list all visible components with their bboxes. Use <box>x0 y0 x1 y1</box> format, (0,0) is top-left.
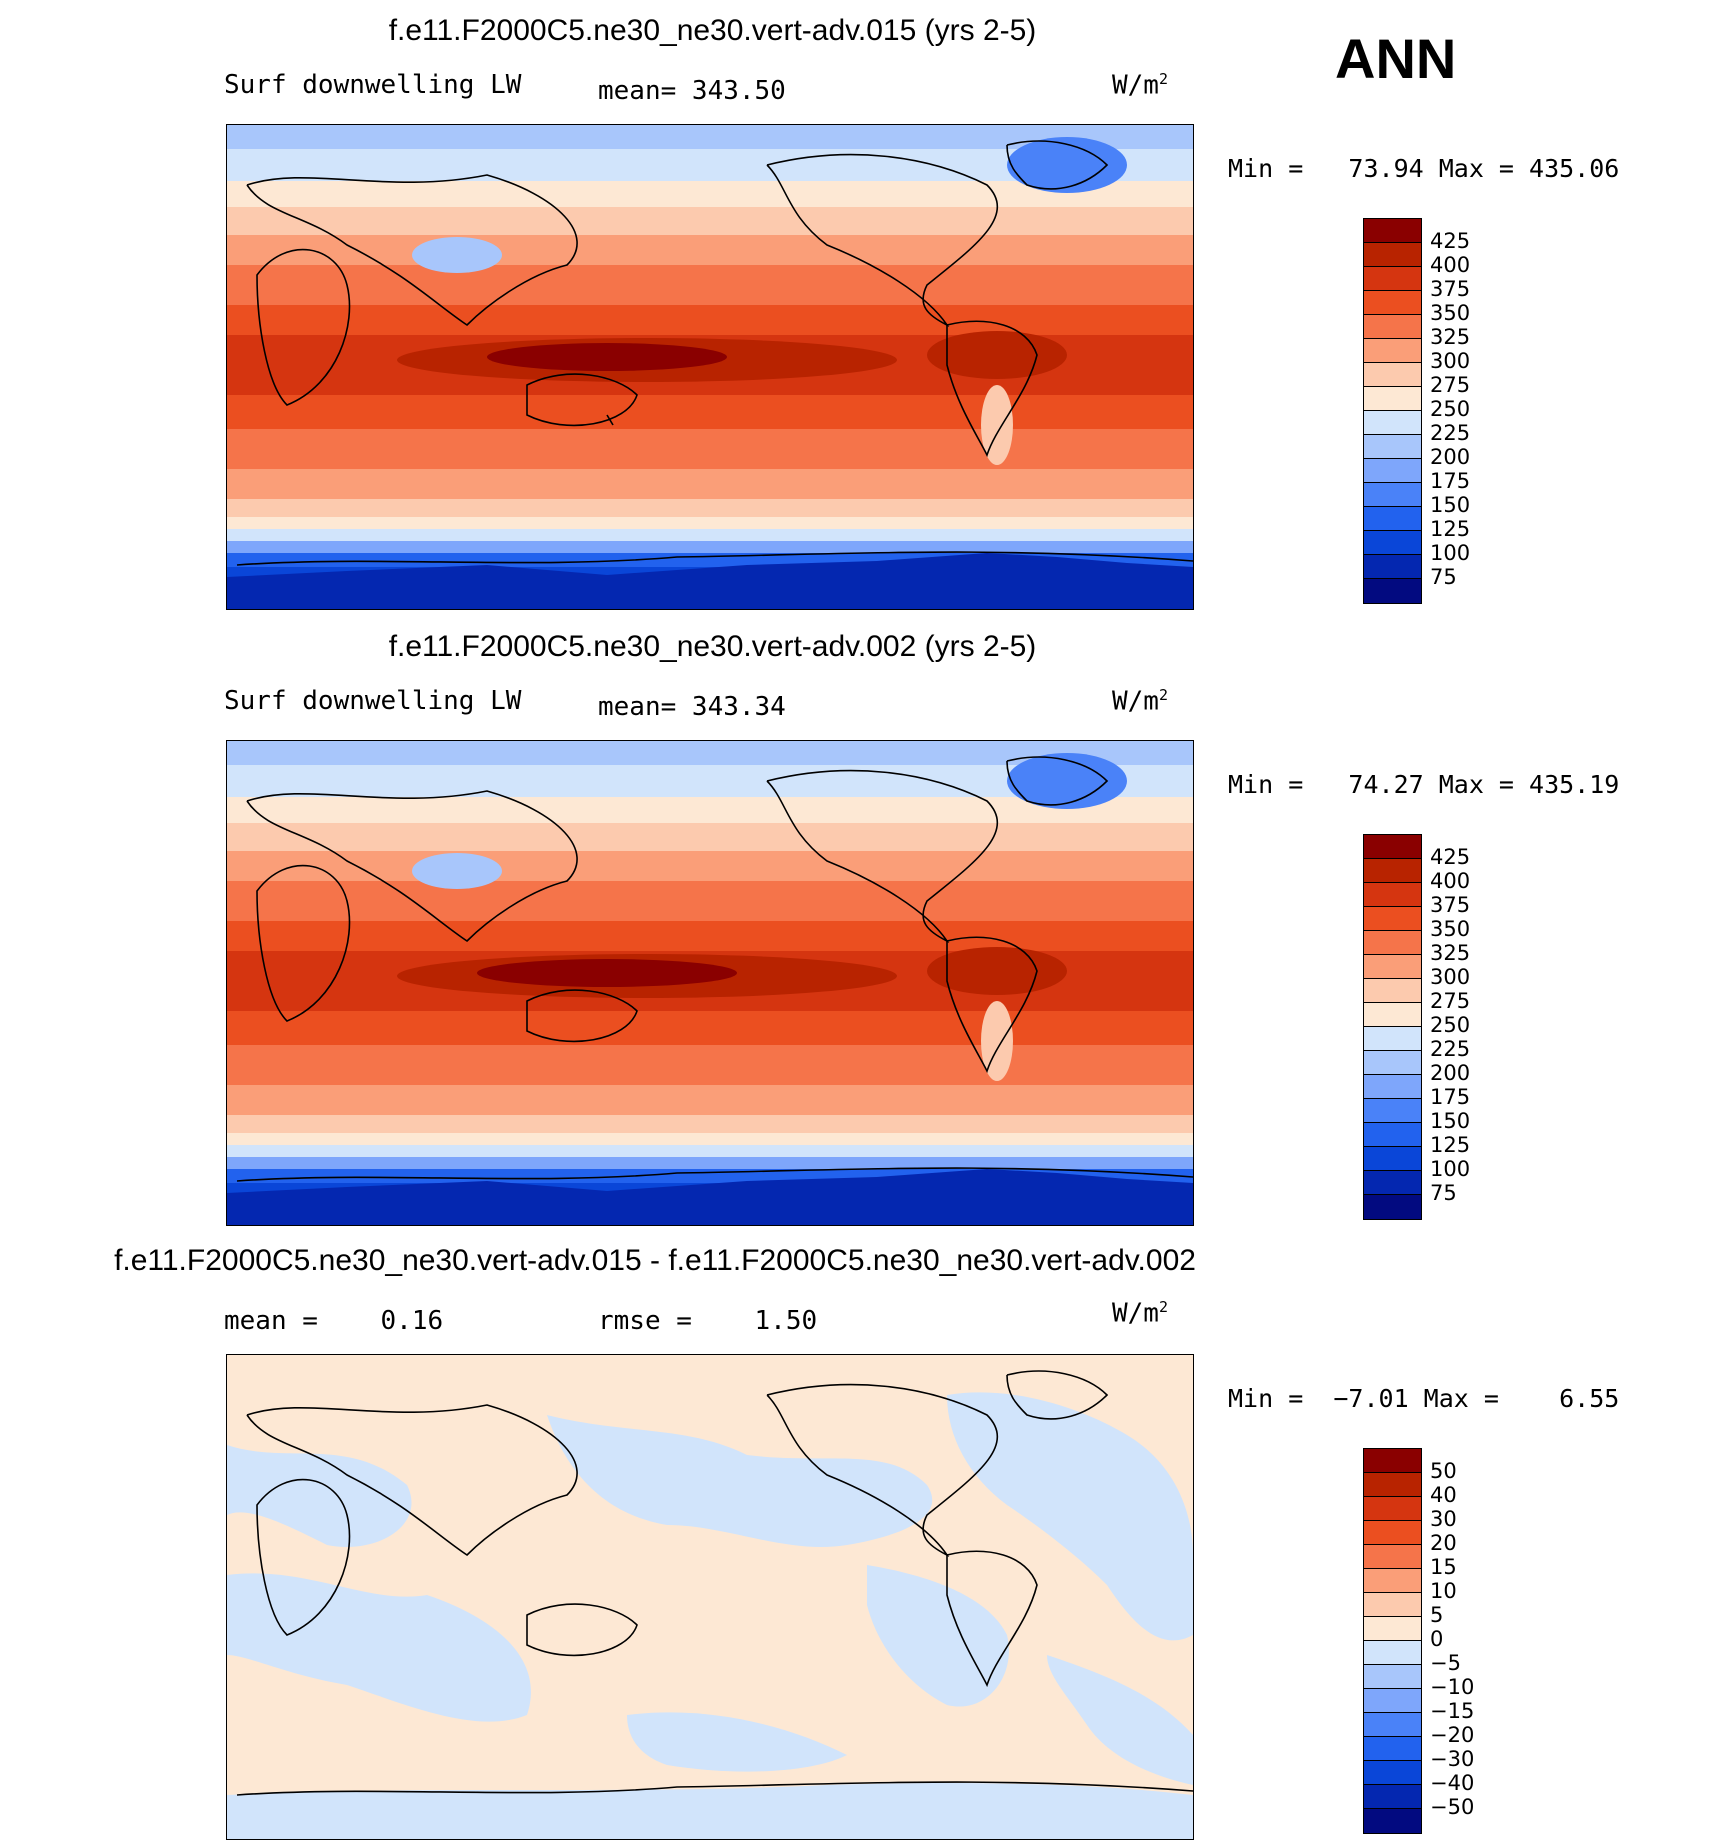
cb-label: −15 <box>1430 1699 1475 1723</box>
panel-2-mean: mean= 343.34 <box>598 692 786 722</box>
panel-3-units: W/m2 <box>1112 1298 1168 1329</box>
panel-3-map <box>226 1354 1194 1840</box>
panel-2-map <box>226 740 1194 1226</box>
cb-label: 300 <box>1430 965 1471 989</box>
cb-label: −10 <box>1430 1675 1475 1699</box>
cb-label: 15 <box>1430 1555 1457 1579</box>
cb-label: 375 <box>1430 277 1471 301</box>
cb-label: 200 <box>1430 445 1471 469</box>
panel-1-map <box>226 124 1194 610</box>
cb-label: 275 <box>1430 373 1471 397</box>
cb-label: 125 <box>1430 517 1471 541</box>
panel-2-colorbar <box>1363 834 1422 1220</box>
cb-label: 375 <box>1430 893 1471 917</box>
cb-label: 350 <box>1430 301 1471 325</box>
cb-label: 275 <box>1430 989 1471 1013</box>
cb-label: 425 <box>1430 845 1471 869</box>
cb-label: −5 <box>1430 1651 1461 1675</box>
cb-label: 0 <box>1430 1627 1444 1651</box>
panel-2-variable: Surf downwelling LW <box>224 686 522 716</box>
panel-3-colorbar <box>1363 1448 1422 1834</box>
cb-label: −20 <box>1430 1723 1475 1747</box>
cb-label: 100 <box>1430 541 1471 565</box>
cb-label: 225 <box>1430 1037 1471 1061</box>
panel-1-units: W/m2 <box>1112 70 1168 101</box>
cb-label: 150 <box>1430 1109 1471 1133</box>
panel-3-rmse: rmse = 1.50 <box>598 1306 818 1336</box>
cb-label: 400 <box>1430 253 1471 277</box>
cb-label: 250 <box>1430 1013 1471 1037</box>
cb-label: 10 <box>1430 1579 1457 1603</box>
cb-label: 75 <box>1430 565 1457 589</box>
panel-2-minmax: Min = 74.27 Max = 435.19 <box>1228 770 1620 799</box>
cb-label: 425 <box>1430 229 1471 253</box>
panel-1-title: f.e11.F2000C5.ne30_ne30.vert-adv.015 (yr… <box>388 14 1037 47</box>
cb-label: 100 <box>1430 1157 1471 1181</box>
cb-label: 200 <box>1430 1061 1471 1085</box>
cb-label: 40 <box>1430 1483 1457 1507</box>
cb-label: 400 <box>1430 869 1471 893</box>
panel-3-mean: mean = 0.16 <box>224 1306 444 1336</box>
season-label: ANN <box>1335 27 1457 90</box>
cb-label: 75 <box>1430 1181 1457 1205</box>
cb-label: −50 <box>1430 1795 1475 1819</box>
cb-label: 175 <box>1430 469 1471 493</box>
panel-1-mean: mean= 343.50 <box>598 76 786 106</box>
cb-label: 350 <box>1430 917 1471 941</box>
panel-2-title: f.e11.F2000C5.ne30_ne30.vert-adv.002 (yr… <box>388 630 1037 663</box>
cb-label: 5 <box>1430 1603 1444 1627</box>
cb-label: −30 <box>1430 1747 1475 1771</box>
cb-label: 300 <box>1430 349 1471 373</box>
panel-1-minmax: Min = 73.94 Max = 435.06 <box>1228 154 1620 183</box>
cb-label: 150 <box>1430 493 1471 517</box>
cb-label: 175 <box>1430 1085 1471 1109</box>
panel-1-colorbar <box>1363 218 1422 604</box>
cb-label: 125 <box>1430 1133 1471 1157</box>
panel-3-minmax: Min = −7.01 Max = 6.55 <box>1228 1384 1620 1413</box>
cb-label: 30 <box>1430 1507 1457 1531</box>
panel-1-variable: Surf downwelling LW <box>224 70 522 100</box>
cb-label: 325 <box>1430 325 1471 349</box>
cb-label: 50 <box>1430 1459 1457 1483</box>
cb-label: 225 <box>1430 421 1471 445</box>
cb-label: 250 <box>1430 397 1471 421</box>
panel-3-title: f.e11.F2000C5.ne30_ne30.vert-adv.015 - f… <box>114 1244 1196 1277</box>
cb-label: 20 <box>1430 1531 1457 1555</box>
panel-2-units: W/m2 <box>1112 686 1168 717</box>
cb-label: −40 <box>1430 1771 1475 1795</box>
cb-label: 325 <box>1430 941 1471 965</box>
